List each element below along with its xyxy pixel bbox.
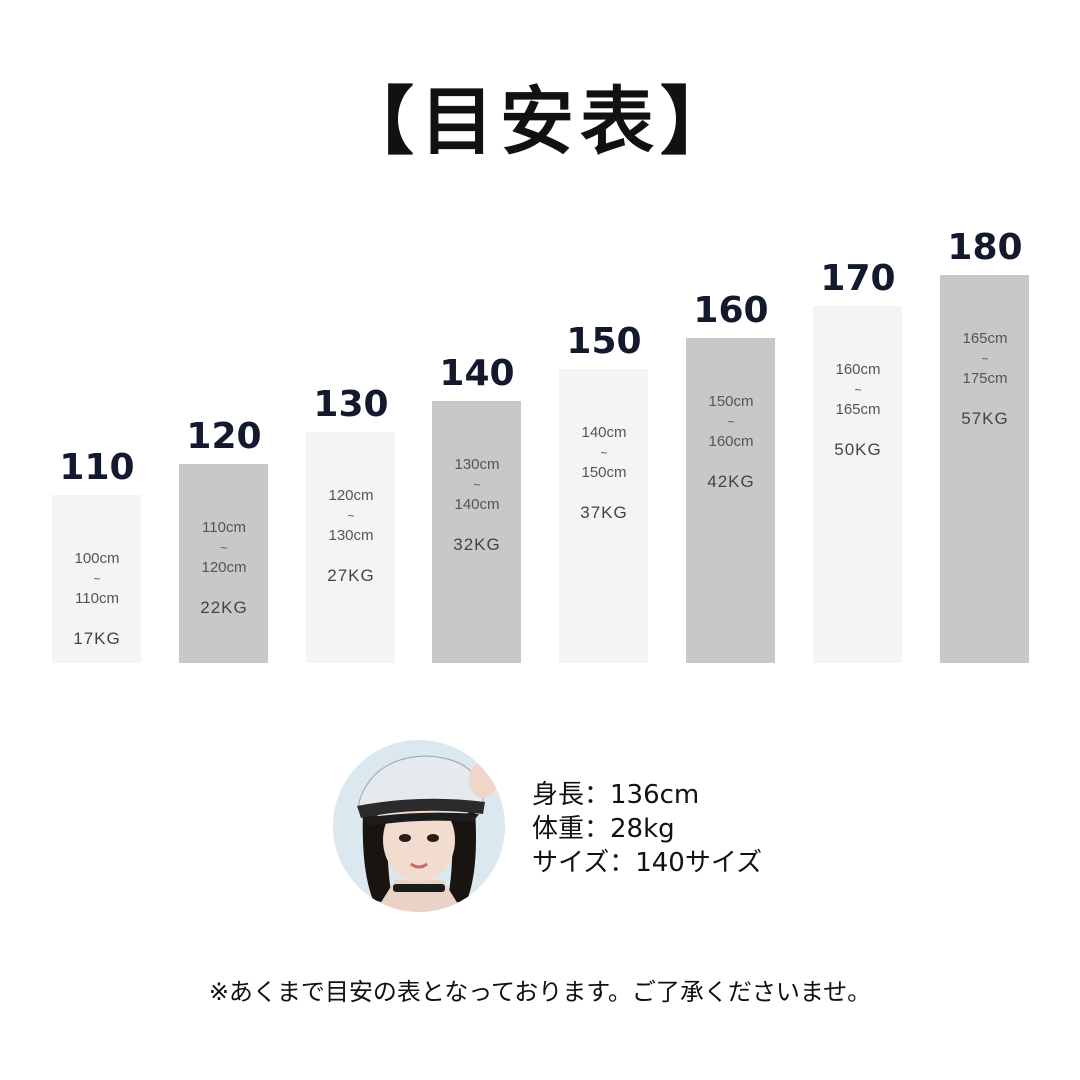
weight-label-120: 22KG: [200, 598, 248, 617]
weight-label-160: 42KG: [707, 472, 755, 491]
height-range-140: 130cm ~140cm: [454, 456, 500, 513]
size-label-160: 160: [693, 290, 769, 331]
weight-label-110: 17KG: [73, 629, 121, 648]
bar-180: [940, 275, 1029, 663]
footnote: ※あくまで目安の表となっております。ご了承くださいませ。: [208, 978, 872, 1006]
height-range-150: 140cm ~150cm: [581, 424, 627, 481]
height-range-180: 165cm ~175cm: [962, 330, 1008, 387]
size-label-170: 170: [820, 258, 896, 299]
model-info: 身長：136cm 体重：28kg サイズ：140サイズ: [532, 778, 762, 880]
chart-title: 【目安表】: [340, 79, 740, 165]
height-range-120: 110cm ~120cm: [201, 519, 247, 576]
size-label-180: 180: [947, 227, 1023, 268]
bar-120: [179, 464, 268, 663]
model-weight: 体重：28kg: [532, 814, 675, 844]
size-chart: 110 100cm ~110cm 17KG 120 110cm ~120cm 22KG 130 1…: [52, 227, 1029, 663]
model-size: サイズ：140サイズ: [532, 848, 763, 878]
weight-label-170: 50KG: [834, 440, 882, 459]
height-range-170: 160cm ~165cm: [835, 361, 881, 418]
bar-170: [813, 306, 902, 663]
size-label-130: 130: [313, 384, 389, 425]
size-label-110: 110: [59, 447, 135, 488]
size-label-140: 140: [439, 353, 515, 394]
bar-130: [306, 432, 395, 663]
model-height: 身長：136cm: [532, 780, 700, 810]
weight-label-140: 32KG: [453, 535, 501, 554]
size-label-120: 120: [186, 416, 262, 457]
height-range-160: 150cm ~160cm: [708, 393, 754, 450]
height-range-110: 100cm ~110cm: [74, 550, 120, 607]
bar-110: [52, 495, 141, 663]
model-avatar: [333, 740, 505, 912]
size-label-150: 150: [566, 321, 642, 362]
model-photo-illustration: [333, 740, 505, 912]
weight-label-180: 57KG: [961, 409, 1009, 428]
bar-160: [686, 338, 775, 663]
bar-140: [432, 401, 521, 663]
weight-label-130: 27KG: [327, 566, 375, 585]
bar-150: [559, 369, 648, 663]
weight-label-150: 37KG: [580, 503, 628, 522]
height-range-130: 120cm ~130cm: [328, 487, 374, 544]
